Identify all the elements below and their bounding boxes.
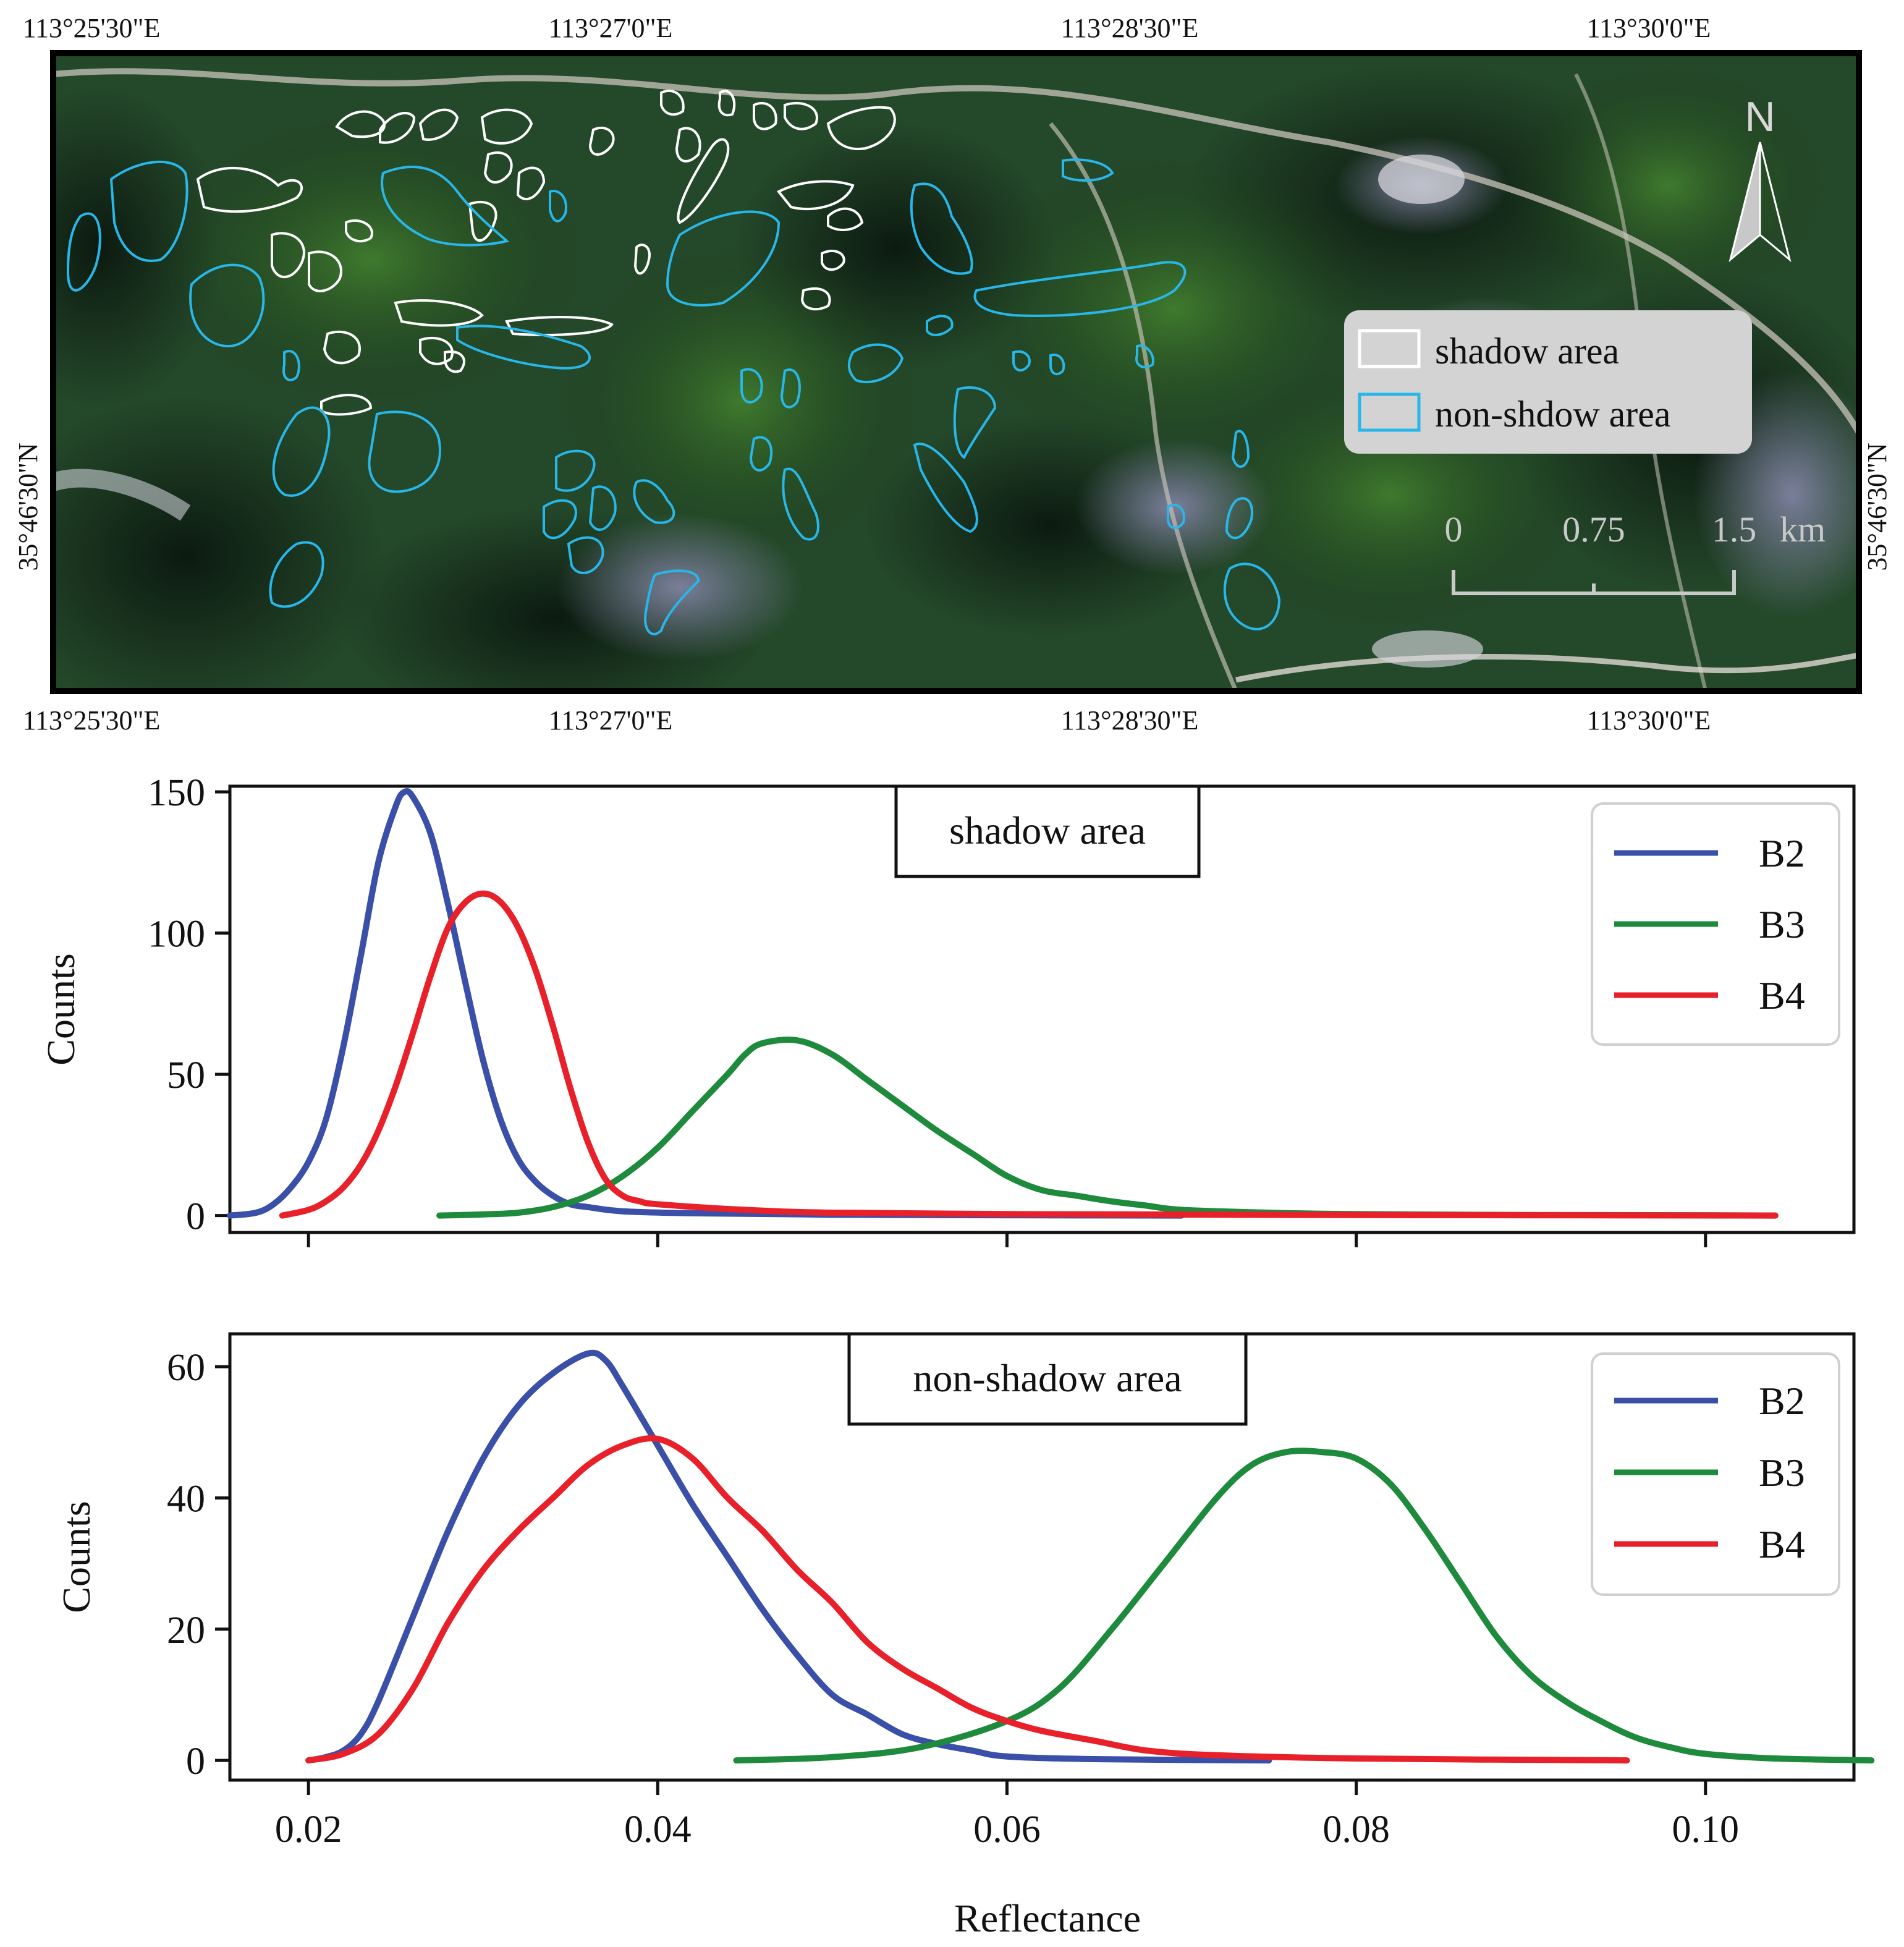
scale-label-mid: 0.75 [1562, 509, 1625, 549]
chart2-ticks: 0.02 0.04 0.06 0.08 0.10 0 20 40 60 [167, 1347, 1739, 1851]
scale-bar: 0 0.75 1.5 km [1445, 509, 1826, 595]
chart2-legend: B2 B3 B4 [1591, 1352, 1840, 1596]
legend-non-shadow-swatch [1358, 392, 1421, 432]
lat-label-right: 35°46'30"N [1862, 443, 1892, 571]
scale-unit: km [1780, 509, 1826, 549]
legend-non-shadow-label: non-shdow area [1435, 394, 1671, 435]
chart1-title-box: shadow area [894, 784, 1201, 878]
x-tick-label-4: 0.10 [1672, 1809, 1740, 1851]
y-tick-label-1: 20 [167, 1610, 205, 1652]
lon-label-bottom-4: 113°30'0"E [1587, 705, 1711, 736]
map-legend: shadow area non-shdow area [1344, 310, 1752, 454]
map-legend-box [1344, 310, 1752, 454]
map-frame [50, 50, 1862, 694]
chart2-legend-b4-label: B4 [1759, 1522, 1805, 1566]
scale-label-end: 1.5 [1712, 509, 1757, 549]
y-tick-label-2: 100 [148, 914, 205, 956]
shadow-area-polygons [196, 89, 896, 416]
x-tick-label-3: 0.08 [1322, 1809, 1390, 1851]
chart2-xlabel: Reflectance [954, 1896, 1141, 1940]
y-tick-label-3: 150 [148, 772, 205, 814]
chart1-legend: B2 B3 B4 [1591, 802, 1840, 1046]
series-line-b3 [733, 1448, 1875, 1764]
lon-label-top-4: 113°30'0"E [1587, 13, 1711, 43]
series-line-b2 [227, 788, 1185, 1219]
lon-label-top-1: 113°25'30"E [23, 13, 161, 43]
series-line-b4 [279, 890, 1779, 1219]
chart2-title-box: non-shadow area [847, 1332, 1248, 1426]
chart2-legend-b2-label: B2 [1759, 1379, 1805, 1423]
lon-label-bottom-2: 113°27'0"E [549, 705, 673, 736]
chart1-ylabel: Counts [39, 953, 83, 1065]
chart-non-shadow-area: 0.02 0.04 0.06 0.08 0.10 0 20 40 60 non-shadow a… [54, 1332, 1875, 1940]
chart1-ticks: 0 50 100 150 [148, 772, 1707, 1247]
y-tick-label-3: 60 [167, 1347, 205, 1389]
legend-shadow-label: shadow area [1435, 331, 1619, 371]
chart2-title: non-shadow area [913, 1356, 1182, 1400]
y-tick-label-2: 40 [167, 1478, 205, 1520]
chart1-title: shadow area [949, 808, 1146, 852]
lon-label-top-3: 113°28'30"E [1061, 13, 1199, 43]
scale-label-0: 0 [1445, 509, 1463, 549]
non-shadow-area-polygons [66, 158, 1281, 635]
x-tick-label-2: 0.06 [973, 1809, 1041, 1851]
lon-label-bottom-1: 113°25'30"E [23, 705, 161, 736]
y-tick-label-0: 0 [186, 1741, 205, 1783]
lon-label-top-2: 113°27'0"E [549, 13, 673, 43]
chart1-legend-b4-label: B4 [1759, 974, 1805, 1017]
chart1-series-lines [227, 788, 1779, 1219]
lon-label-bottom-3: 113°28'30"E [1061, 705, 1199, 736]
lat-label-left: 35°46'30"N [13, 443, 43, 571]
series-line-b4 [305, 1435, 1630, 1764]
chart-shadow-area: 0 50 100 150 shadow area B2 B3 B4 Counts [39, 772, 1856, 1247]
north-arrow-icon [1728, 142, 1792, 263]
legend-shadow-swatch [1358, 329, 1421, 368]
x-tick-label-1: 0.04 [624, 1809, 692, 1851]
chart2-legend-b3-label: B3 [1759, 1451, 1805, 1495]
y-tick-label-0: 0 [186, 1196, 205, 1238]
chart1-legend-b3-label: B3 [1759, 902, 1805, 946]
x-tick-label-0: 0.02 [275, 1809, 342, 1851]
chart1-legend-b2-label: B2 [1759, 831, 1805, 875]
y-tick-label-1: 50 [167, 1054, 205, 1097]
satellite-map: N shadow area non-shdow area 0 0.75 1.5 … [50, 50, 1862, 694]
chart2-series-lines [305, 1349, 1875, 1764]
map-coordinate-labels: 113°25'30"E 113°27'0"E 113°28'30"E 113°3… [13, 13, 1892, 736]
north-arrow-label: N [1745, 93, 1775, 140]
chart2-ylabel: Counts [54, 1501, 98, 1613]
